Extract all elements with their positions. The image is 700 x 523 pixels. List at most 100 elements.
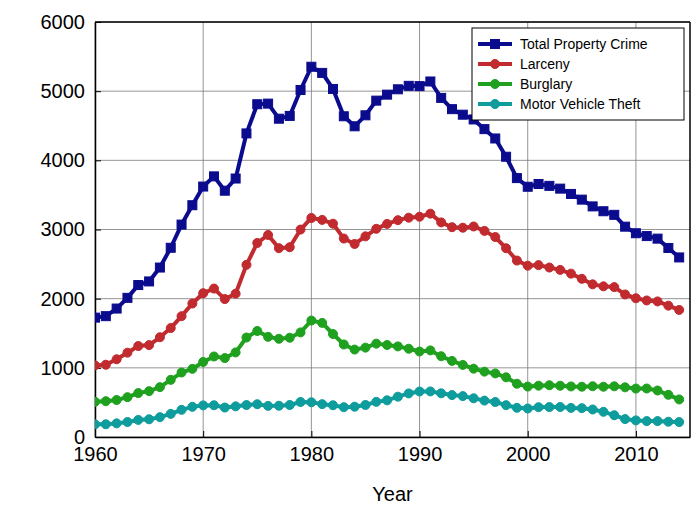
point: [188, 402, 197, 411]
point: [101, 312, 110, 321]
point: [610, 382, 619, 391]
point: [437, 389, 446, 398]
point: [404, 81, 413, 90]
point: [220, 403, 229, 412]
point: [361, 400, 370, 409]
point: [523, 404, 532, 413]
point: [675, 305, 684, 314]
x-axis: 196019701980199020002010: [73, 431, 690, 465]
legend-label: Total Property Crime: [520, 36, 648, 52]
tick-label: 1990: [398, 443, 443, 465]
point: [220, 295, 229, 304]
point: [491, 398, 500, 407]
point: [567, 382, 576, 391]
point: [415, 387, 424, 396]
tick-label: 4000: [41, 149, 86, 171]
frame: [689, 22, 691, 437]
point: [491, 369, 500, 378]
grid-line: [95, 22, 690, 23]
point: [134, 389, 143, 398]
point: [610, 411, 619, 420]
point: [458, 360, 467, 369]
point: [350, 402, 359, 411]
point: [231, 289, 240, 298]
point: [621, 415, 630, 424]
tick: 1000: [41, 357, 102, 379]
point: [642, 417, 651, 426]
legend-box: [472, 28, 684, 120]
point: [653, 386, 662, 395]
point: [264, 99, 273, 108]
point: [296, 398, 305, 407]
point: [220, 354, 229, 363]
point: [534, 403, 543, 412]
point: [155, 333, 164, 342]
point: [664, 301, 673, 310]
point: [631, 294, 640, 303]
tick-label: 1970: [181, 443, 226, 465]
point: [469, 222, 478, 231]
tick: 2000: [41, 288, 102, 310]
tick-mark: [311, 431, 312, 437]
tick-mark: [95, 299, 101, 300]
point: [469, 394, 478, 403]
point: [318, 318, 327, 327]
point: [166, 375, 175, 384]
point: [577, 195, 586, 204]
tick-label: 2000: [41, 288, 86, 310]
point: [545, 181, 554, 190]
point: [242, 260, 251, 269]
point: [491, 233, 500, 242]
tick-mark: [528, 431, 529, 437]
point: [199, 357, 208, 366]
point: [437, 218, 446, 227]
legend-marker: [491, 80, 500, 89]
point: [383, 219, 392, 228]
point: [372, 339, 381, 348]
point: [350, 122, 359, 131]
point: [329, 84, 338, 93]
tick-label: 5000: [41, 80, 86, 102]
legend-marker: [491, 100, 500, 109]
point: [415, 212, 424, 221]
point: [274, 114, 283, 123]
point: [653, 297, 662, 306]
point: [123, 293, 132, 302]
point: [112, 355, 121, 364]
chart: 1960197019801990200020100100020003000400…: [0, 0, 700, 523]
point: [383, 90, 392, 99]
legend-label: Motor Vehicle Theft: [520, 96, 640, 112]
point: [556, 381, 565, 390]
point: [166, 243, 175, 252]
point: [458, 223, 467, 232]
point: [95, 313, 100, 322]
point: [426, 209, 435, 218]
point: [123, 348, 132, 357]
point: [567, 269, 576, 278]
series: [95, 316, 684, 406]
point: [134, 342, 143, 351]
point: [199, 401, 208, 410]
point: [264, 332, 273, 341]
point: [448, 105, 457, 114]
point: [545, 403, 554, 412]
tick-label: 1000: [41, 357, 86, 379]
point: [567, 403, 576, 412]
tick-label: 2010: [614, 443, 659, 465]
series: [95, 62, 684, 322]
point: [653, 417, 662, 426]
point: [155, 263, 164, 272]
x-axis-title: Year: [372, 483, 413, 505]
point: [231, 402, 240, 411]
point: [231, 174, 240, 183]
point: [350, 239, 359, 248]
point: [437, 93, 446, 102]
point: [318, 68, 327, 77]
point: [285, 243, 294, 252]
point: [145, 415, 154, 424]
point: [285, 400, 294, 409]
point: [123, 393, 132, 402]
point: [502, 152, 511, 161]
point: [285, 111, 294, 120]
point: [253, 326, 262, 335]
